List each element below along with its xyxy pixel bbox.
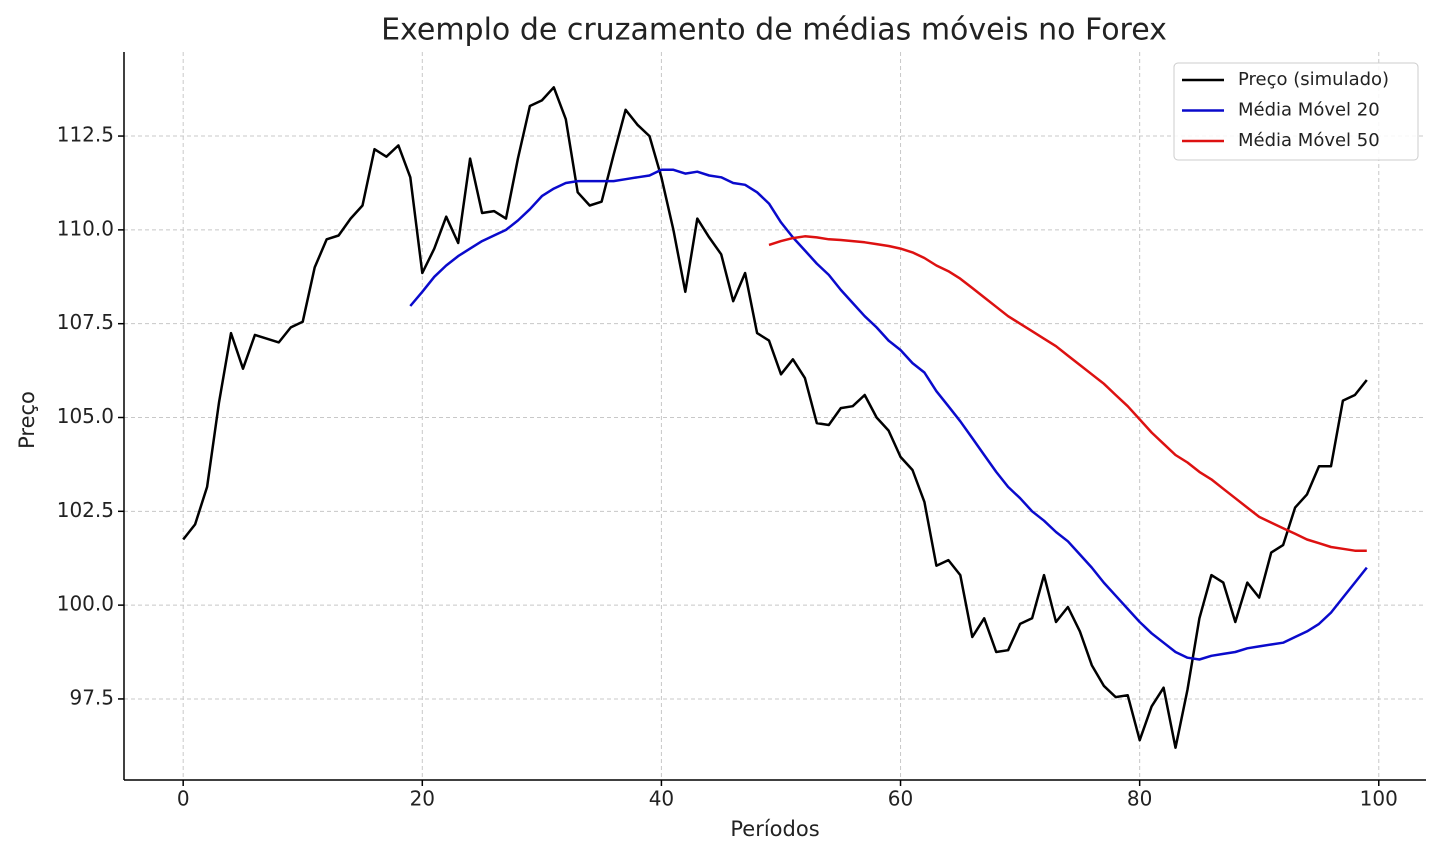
x-axis-label: Períodos — [730, 817, 819, 841]
x-tick-label: 80 — [1127, 787, 1152, 811]
line-series — [182, 86, 1368, 749]
y-tick-label: 110.0 — [57, 216, 114, 240]
y-tick-label: 112.5 — [57, 123, 114, 147]
chart-title: Exemplo de cruzamento de médias móveis n… — [381, 13, 1167, 48]
x-tick-label: 100 — [1360, 787, 1398, 811]
y-tick-label: 105.0 — [57, 404, 114, 428]
legend-label: Média Móvel 20 — [1238, 100, 1380, 121]
x-tick-label: 40 — [649, 787, 674, 811]
legend: Preço (simulado) Média Móvel 20 Média Móve… — [1173, 62, 1419, 161]
y-axis-label: Preço — [15, 391, 39, 449]
line-series — [768, 235, 1367, 552]
legend-box — [1173, 62, 1419, 161]
x-tick-label: 20 — [410, 787, 435, 811]
legend-label: Média Móvel 50 — [1238, 130, 1380, 151]
legend-label: Preço (simulado) — [1238, 69, 1389, 90]
line-series — [409, 168, 1368, 661]
x-tick-label: 60 — [888, 787, 913, 811]
y-tick-label: 107.5 — [57, 310, 114, 334]
y-tick-label: 97.5 — [69, 685, 114, 709]
x-tick-label: 0 — [177, 787, 190, 811]
y-tick-label: 102.5 — [57, 498, 114, 522]
y-tick-label: 100.0 — [57, 592, 114, 616]
